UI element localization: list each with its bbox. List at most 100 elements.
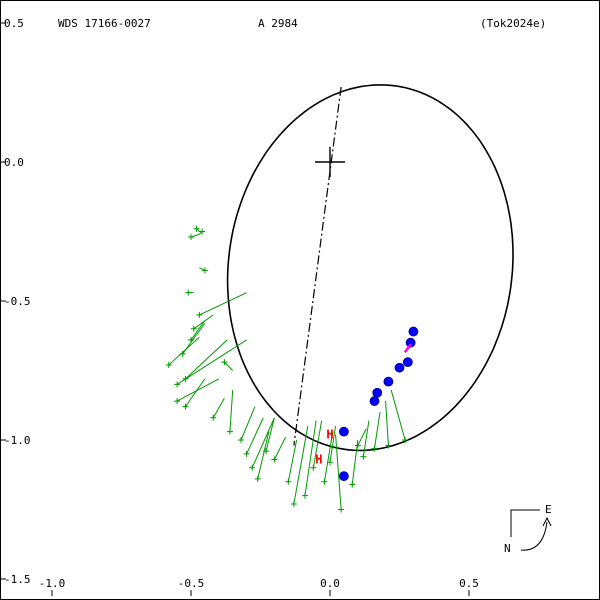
measure-point bbox=[221, 359, 228, 366]
highlight-marker: H bbox=[326, 427, 333, 441]
compass-arrowhead-icon bbox=[542, 516, 552, 527]
reference-label: (Tok2024e) bbox=[480, 17, 546, 30]
measure-residual-line bbox=[176, 378, 220, 402]
measure-point bbox=[196, 311, 203, 318]
measure-point bbox=[174, 381, 181, 388]
measure-point bbox=[201, 267, 208, 274]
measure-point bbox=[385, 442, 392, 449]
recent-measure-point bbox=[369, 396, 380, 406]
y-tick-label: -1.5 bbox=[4, 573, 31, 586]
measure-point bbox=[402, 437, 409, 443]
measure-residual-line bbox=[224, 361, 234, 371]
x-tick-label: -1.0 bbox=[39, 577, 66, 590]
orbit-ellipse bbox=[226, 84, 514, 452]
recent-measure-point bbox=[408, 326, 419, 337]
measure-residual-line bbox=[304, 420, 317, 496]
measure-residual-line bbox=[240, 406, 256, 441]
x-tick-label: 0.0 bbox=[320, 577, 340, 590]
measure-residual-line bbox=[257, 431, 270, 480]
measure-residual-line bbox=[351, 439, 359, 485]
recent-measure-point bbox=[405, 337, 416, 348]
y-tick-label: -1.0 bbox=[4, 434, 31, 447]
measure-residual-line bbox=[190, 320, 206, 341]
measures-layer bbox=[165, 225, 409, 513]
recent-measure-point bbox=[402, 357, 413, 368]
measure-point bbox=[249, 464, 256, 471]
measure-point bbox=[349, 481, 356, 488]
measure-residual-line bbox=[168, 336, 200, 366]
measure-point bbox=[301, 492, 308, 499]
measure-residual-line bbox=[273, 436, 286, 460]
axis-ticks: -1.0 -0.5 0.0 0.5 0.5 0.0 -0.5 -1.0 -1.5 bbox=[0, 17, 479, 596]
measure-residual-line bbox=[357, 428, 367, 446]
y-tick-label: 0.5 bbox=[4, 17, 24, 30]
recent-measure-point bbox=[372, 387, 383, 398]
measure-point bbox=[165, 361, 172, 368]
compass-north-label: N bbox=[504, 542, 511, 555]
measure-point bbox=[360, 453, 367, 460]
measure-residual-line bbox=[362, 420, 370, 457]
system-label: A 2984 bbox=[258, 17, 298, 30]
highlight-marker: H bbox=[315, 452, 322, 466]
measure-residual-line bbox=[287, 439, 298, 482]
compass-axes bbox=[510, 509, 540, 537]
measure-residual-line bbox=[229, 389, 234, 432]
orbit-layer bbox=[226, 84, 514, 452]
periastron-mark bbox=[403, 343, 412, 354]
measure-residual-line bbox=[385, 401, 389, 446]
measure-residual-line bbox=[176, 339, 247, 385]
measure-point bbox=[254, 475, 261, 482]
line-of-nodes bbox=[293, 86, 342, 446]
measure-point bbox=[238, 437, 245, 443]
measure-residual-line bbox=[323, 431, 334, 482]
measure-point bbox=[371, 445, 378, 452]
compass-arrow-arc bbox=[520, 521, 548, 551]
measure-point bbox=[310, 464, 317, 471]
measure-point bbox=[243, 450, 250, 457]
measure-residual-line bbox=[312, 420, 323, 468]
measure-residual-line bbox=[185, 339, 228, 380]
recent-measure-point bbox=[338, 426, 349, 437]
measure-residual-line bbox=[185, 378, 206, 407]
x-tick-label: -0.5 bbox=[178, 577, 205, 590]
measure-residual-line bbox=[373, 412, 381, 449]
measure-point bbox=[188, 234, 194, 241]
measure-residual-line bbox=[212, 398, 225, 419]
y-tick-label: -0.5 bbox=[4, 295, 31, 308]
measure-point bbox=[321, 478, 328, 485]
measure-point bbox=[193, 225, 200, 232]
recent-measure-point bbox=[338, 471, 349, 482]
measure-residual-line bbox=[246, 417, 264, 455]
measure-point bbox=[338, 506, 345, 513]
measure-point bbox=[285, 478, 292, 485]
recent-measure-point bbox=[383, 376, 394, 387]
y-tick-label: 0.0 bbox=[4, 156, 24, 169]
measure-point bbox=[185, 289, 192, 296]
compass-east-label: E bbox=[545, 503, 552, 516]
recent-measure-point bbox=[394, 362, 405, 373]
measure-residual-line bbox=[199, 292, 247, 316]
measure-point bbox=[199, 228, 206, 235]
measure-point bbox=[182, 403, 189, 410]
measure-residual-line bbox=[329, 426, 337, 463]
x-tick-label: 0.5 bbox=[459, 577, 479, 590]
measure-point bbox=[174, 398, 181, 405]
measure-residual-line bbox=[390, 389, 406, 441]
measure-point bbox=[190, 325, 197, 332]
measure-residual-line bbox=[265, 417, 275, 452]
measure-residual-line bbox=[293, 426, 309, 505]
measure-residual-line bbox=[335, 434, 342, 510]
compass: E N bbox=[504, 503, 552, 555]
measure-point bbox=[210, 414, 217, 421]
measure-point bbox=[226, 428, 233, 435]
measure-point bbox=[327, 459, 333, 466]
measure-point bbox=[271, 456, 278, 463]
measure-point bbox=[290, 500, 297, 507]
measure-point bbox=[354, 442, 361, 449]
wds-id-label: WDS 17166-0027 bbox=[58, 17, 151, 30]
measure-residual-line bbox=[251, 417, 275, 469]
markers-layer: HH bbox=[315, 326, 419, 482]
